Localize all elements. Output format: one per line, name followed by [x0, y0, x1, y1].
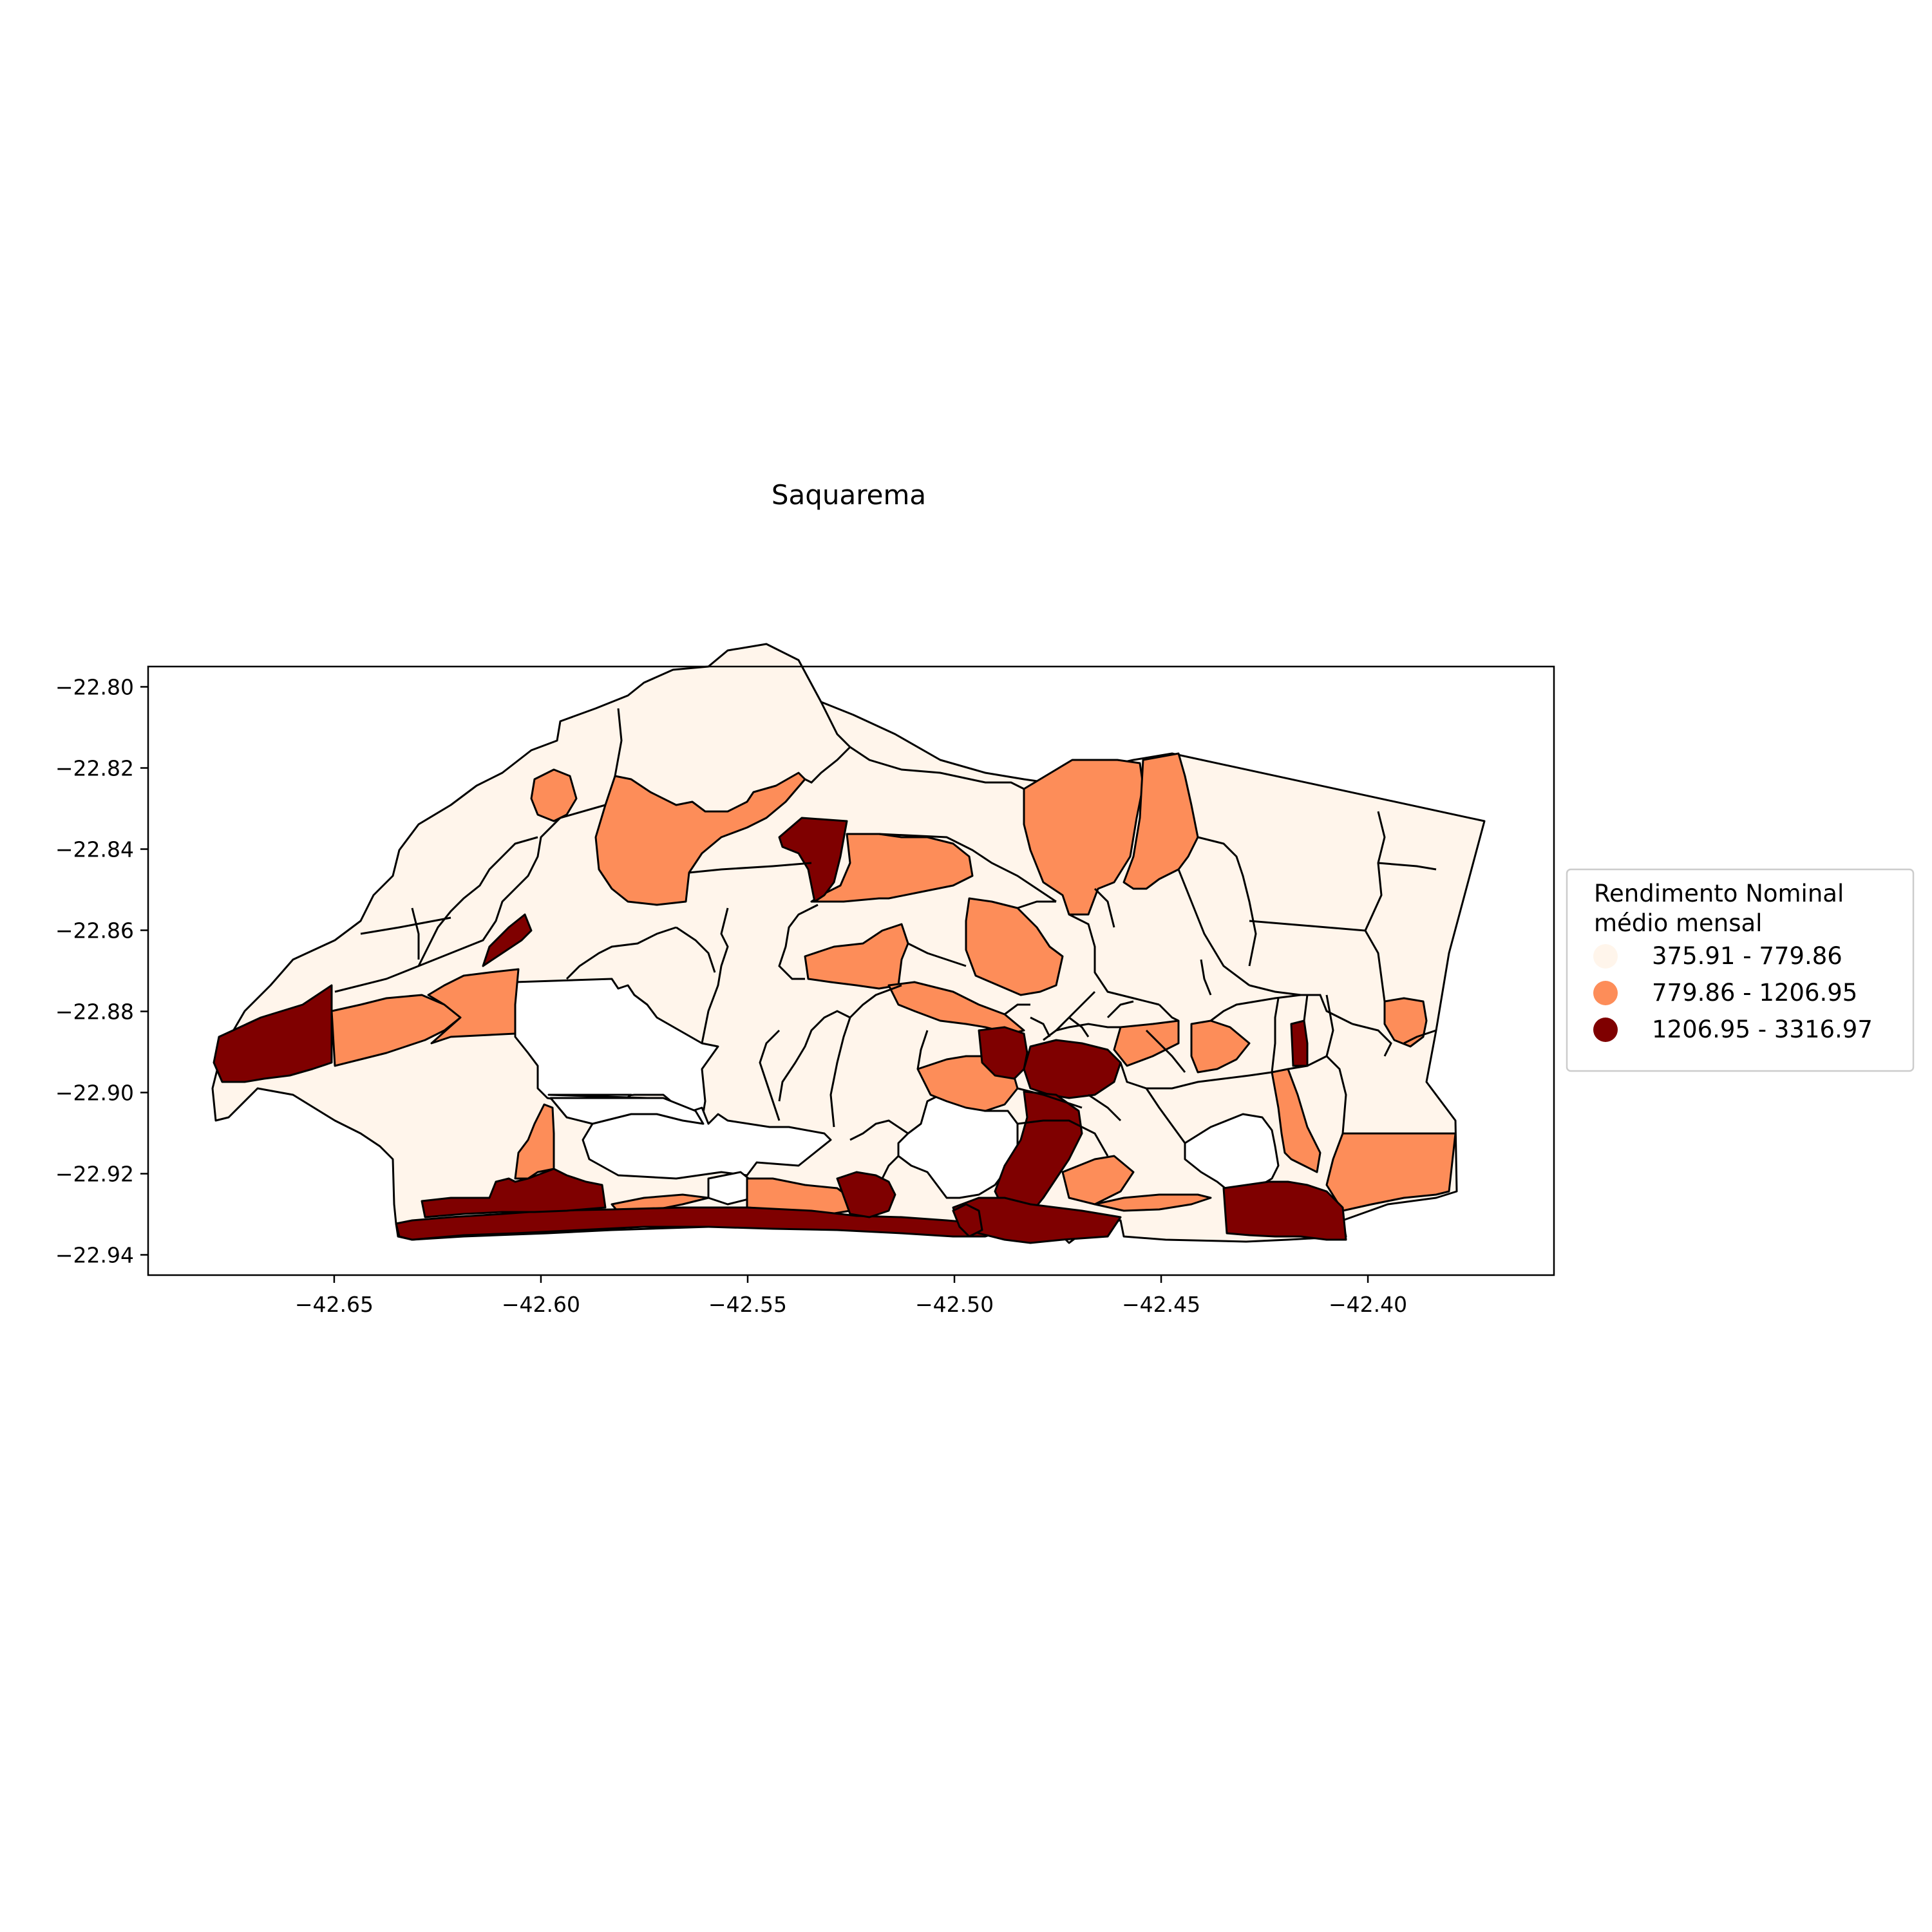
region-mid-north-central	[594, 772, 806, 906]
region-high-east-blocks	[1222, 1180, 1347, 1241]
region-mid-east-south	[1271, 1068, 1321, 1173]
region-high-north-central	[778, 817, 848, 903]
region-mid-far-east	[1325, 1132, 1457, 1212]
region-high-east-strip	[1290, 1019, 1309, 1067]
y-tick-label: −22.92	[55, 1162, 134, 1187]
census-tract-regions	[211, 643, 1486, 1244]
region-high-northwest-strip	[482, 913, 533, 967]
x-tick-label: −42.40	[1329, 1292, 1407, 1317]
legend-items: 375.91 - 779.86 779.86 - 1206.95 1206.95 -…	[1593, 942, 1873, 1043]
x-tick-label: −42.65	[295, 1292, 374, 1317]
y-tick-label: −22.82	[55, 756, 134, 781]
y-tick-label: −22.94	[55, 1243, 134, 1268]
region-nodata-plateau	[549, 1097, 705, 1125]
plot-area: −42.65 −42.60 −42.55 −42.50 −42.45 −42.40 −22…	[55, 643, 1555, 1317]
map-frame	[147, 665, 1555, 1276]
legend-item-label: 779.86 - 1206.95	[1652, 979, 1857, 1007]
y-tick-label: −22.90	[55, 1081, 134, 1106]
region-high-south-west-blocks	[421, 1168, 607, 1218]
legend-title-line2: médio mensal	[1594, 909, 1762, 937]
region-high-beach-east	[952, 1203, 983, 1238]
region-mid-west-wedge	[427, 968, 520, 1045]
tract-boundary-lines	[334, 701, 1437, 1179]
y-tick-label: −22.88	[55, 999, 134, 1025]
legend-swatch	[1593, 981, 1618, 1005]
region-mid-south-west	[514, 1103, 555, 1180]
region-high-west-block	[213, 984, 333, 1083]
legend-item-label: 375.91 - 779.86	[1652, 942, 1842, 970]
region-high-center-coast	[836, 1171, 896, 1218]
region-mid-center-west	[804, 923, 909, 990]
legend-swatch	[1593, 944, 1618, 969]
region-mid-north-east-lobe	[1122, 752, 1199, 890]
region-mid-north-lobe	[1023, 759, 1144, 916]
x-tick-label: −42.45	[1122, 1292, 1200, 1317]
x-tick-label: −42.50	[915, 1292, 994, 1317]
region-mid-east-center	[1190, 1019, 1251, 1074]
region-high-center-cluster	[1023, 1039, 1122, 1099]
region-mid-east-edge	[1383, 997, 1428, 1048]
region-mid-east-coast-south	[1094, 1193, 1212, 1212]
x-tick-label: −42.60	[502, 1292, 580, 1317]
map-title: Saquarema	[772, 479, 926, 511]
region-mid-central-hill	[965, 897, 1064, 996]
legend-title-line1: Rendimento Nominal	[1594, 880, 1844, 907]
y-axis: −22.80 −22.82 −22.84 −22.86 −22.88 −22.90 −22.…	[55, 675, 148, 1268]
legend-box	[1566, 868, 1915, 1072]
legend-item-label: 1206.95 - 3316.97	[1652, 1016, 1873, 1043]
legend: Rendimento Nominal médio mensal 375.91 -…	[1566, 868, 1915, 1072]
region-nodata-lagoon-far-east	[1184, 1113, 1280, 1196]
y-tick-label: −22.84	[55, 837, 134, 862]
region-mid-northwest-hill	[530, 768, 578, 822]
region-mid-west-band	[330, 994, 462, 1067]
x-axis: −42.65 −42.60 −42.55 −42.50 −42.45 −42.40	[295, 1275, 1407, 1317]
region-mid-south-center-east	[1061, 1155, 1135, 1206]
x-tick-label: −42.55	[708, 1292, 787, 1317]
region-high-coast-cluster	[952, 1197, 1122, 1244]
y-tick-label: −22.80	[55, 675, 134, 700]
legend-swatch	[1593, 1018, 1618, 1042]
y-tick-label: −22.86	[55, 918, 134, 943]
